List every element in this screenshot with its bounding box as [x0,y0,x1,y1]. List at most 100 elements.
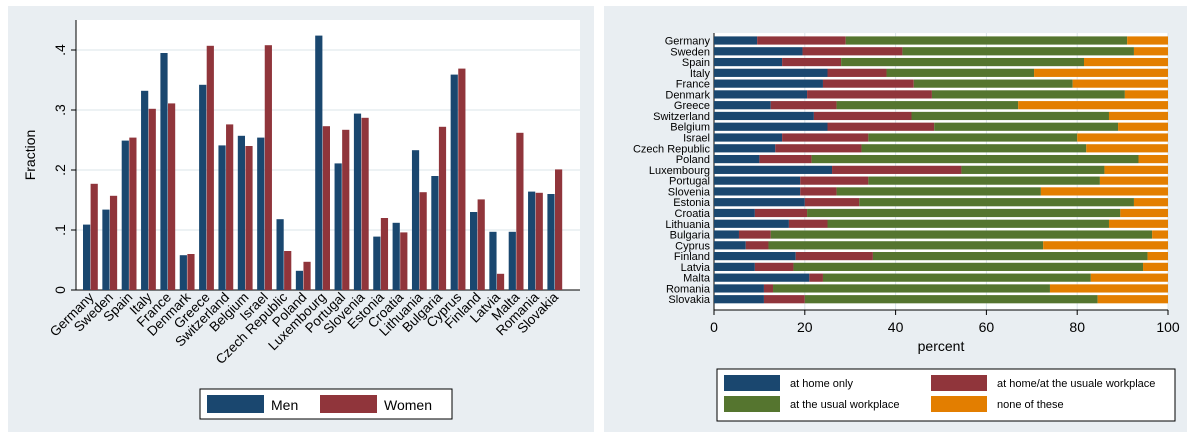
bar-men-romania [528,191,536,290]
stacked-bar-chart: 0 20 40 60 80 100 percent GermanySwedenSpainIta… [633,33,1180,422]
bar-at-home-only-poland [714,154,760,164]
bar-at-the-usual-workplace-denmark [931,90,1125,99]
bar-at-the-usual-workplace-luxembourg [961,165,1105,174]
bar-at-home-only-spain [714,57,783,67]
bar-women-germany [90,183,98,290]
bar-none-of-these-estonia [1133,198,1168,207]
bar-at-home-at-the-usuale-workplace-israel [782,133,869,142]
bar-at-home-only-denmark [714,90,808,99]
bar-men-latvia [489,231,497,290]
bar-women-malta [516,132,524,290]
bar-women-italy [148,108,156,290]
bar-at-the-usual-workplace-bulgaria [770,230,1153,239]
bar-men-israel [257,137,265,290]
bar-none-of-these-bulgaria [1152,230,1168,239]
bar-none-of-these-germany [1127,36,1168,45]
bar-at-home-at-the-usuale-workplace-slovenia [800,187,837,196]
y-tick-label: Portugal [669,176,710,188]
bar-men-slovenia [353,113,362,290]
bar-at-home-only-greece [714,101,771,110]
bar-none-of-these-luxembourg [1104,165,1168,174]
bar-men-poland [295,270,304,290]
bar-at-the-usual-workplace-cyprus [768,241,1044,250]
bar-at-the-usual-workplace-germany [845,36,1128,45]
y-tick-label: Bulgaria [670,230,711,242]
bar-none-of-these-belgium [1118,122,1168,131]
bar-at-home-only-czech-republic [714,144,776,153]
bar-at-home-at-the-usuale-workplace-croatia [754,208,808,218]
bar-at-the-usual-workplace-spain [841,57,1085,67]
bar-women-denmark [187,254,195,290]
bar-at-home-at-the-usuale-workplace-sweden [802,47,903,56]
bar-at-the-usual-workplace-france [913,79,1073,88]
bar-women-finland [477,199,485,290]
bar-at-home-only-germany [714,36,758,45]
bar-at-the-usual-workplace-greece [836,101,1019,110]
bar-none-of-these-romania [1049,284,1168,293]
y-tick-label: Finland [674,251,710,263]
bar-at-home-at-the-usuale-workplace-switzerland [813,111,912,121]
bar-at-home-only-portugal [714,176,801,185]
bar-at-the-usual-workplace-estonia [859,198,1134,207]
bar-women-spain [129,137,137,290]
y-tick-label: Italy [690,68,711,80]
y-tick-label: Romania [666,283,711,295]
bar-none-of-these-latvia [1143,262,1168,271]
bar-none-of-these-malta [1090,273,1168,282]
bar-women-belgium [245,146,253,290]
x-axis-label: percent [918,338,965,354]
bar-at-home-at-the-usuale-workplace-latvia [754,262,794,271]
bar-men-denmark [179,255,187,290]
bar-men-switzerland [218,145,226,290]
y-tick-label: Spain [682,57,710,69]
bar-men-lithuania [411,150,420,290]
bar-none-of-these-spain [1084,57,1168,67]
legend: at home only at home/at the usuale workpl… [716,368,1176,422]
bar-men-croatia [392,222,400,290]
bar-at-home-at-the-usuale-workplace-slovakia [763,295,805,304]
bar-men-greece [199,84,207,290]
y-tick-label: .2 [52,164,68,176]
bar-none-of-these-greece [1018,101,1168,110]
bar-at-home-at-the-usuale-workplace-poland [759,154,812,164]
bar-none-of-these-croatia [1120,208,1168,218]
grouped-bar-chart: 0.1.2.3.4FractionGermanySwedenSpainItaly… [22,20,580,420]
bar-none-of-these-poland [1138,154,1168,164]
bar-at-home-at-the-usuale-workplace-bulgaria [738,230,771,239]
left-chart-panel: 0.1.2.3.4 Fraction Germany Sweden Spain Italy… [8,6,594,432]
x-tick-label: 40 [888,319,904,335]
bar-men-belgium [237,135,245,290]
bar-women-israel [264,45,272,291]
bar-men-malta [508,231,516,290]
bar-at-home-at-the-usuale-workplace-belgium [827,122,935,131]
y-tick-label: .4 [52,44,68,56]
y-tick-label: Israel [683,133,710,145]
bar-at-home-at-the-usuale-workplace-italy [827,68,887,77]
x-tick-label: 20 [797,319,813,335]
bar-at-home-only-france [714,79,823,88]
bar-at-the-usual-workplace-romania [773,284,1050,293]
legend-swatch-at-the-usual-workplace [724,396,780,412]
bar-men-cyprus [450,74,458,290]
y-tick-label: Greece [674,100,710,112]
bar-at-the-usual-workplace-finland [872,252,1148,261]
y-tick-label: Sweden [670,46,710,58]
bar-men-bulgaria [431,176,439,290]
bar-at-home-only-estonia [714,198,805,207]
y-tick-label: .1 [52,224,68,236]
right-chart-panel: 0 20 40 60 80 100 percent Germany Sweden Spain Ita… [604,6,1187,432]
x-tick-label: 0 [710,319,718,335]
bar-at-home-at-the-usuale-workplace-romania [763,284,774,293]
y-tick-label: Slovakia [668,294,710,306]
bar-at-the-usual-workplace-latvia [793,262,1144,271]
bar-none-of-these-sweden [1133,47,1168,56]
bar-at-home-only-bulgaria [714,230,739,239]
legend-label-at-home-only: at home only [790,378,853,390]
bar-women-romania [535,192,543,290]
y-tick-label: Germany [665,36,711,48]
legend-label-none-of-these: none of these [997,399,1064,411]
bar-none-of-these-israel [1077,133,1168,142]
bar-none-of-these-denmark [1124,90,1168,99]
y-tick-label: Czech Republic [633,143,711,155]
bar-women-poland [303,261,311,290]
